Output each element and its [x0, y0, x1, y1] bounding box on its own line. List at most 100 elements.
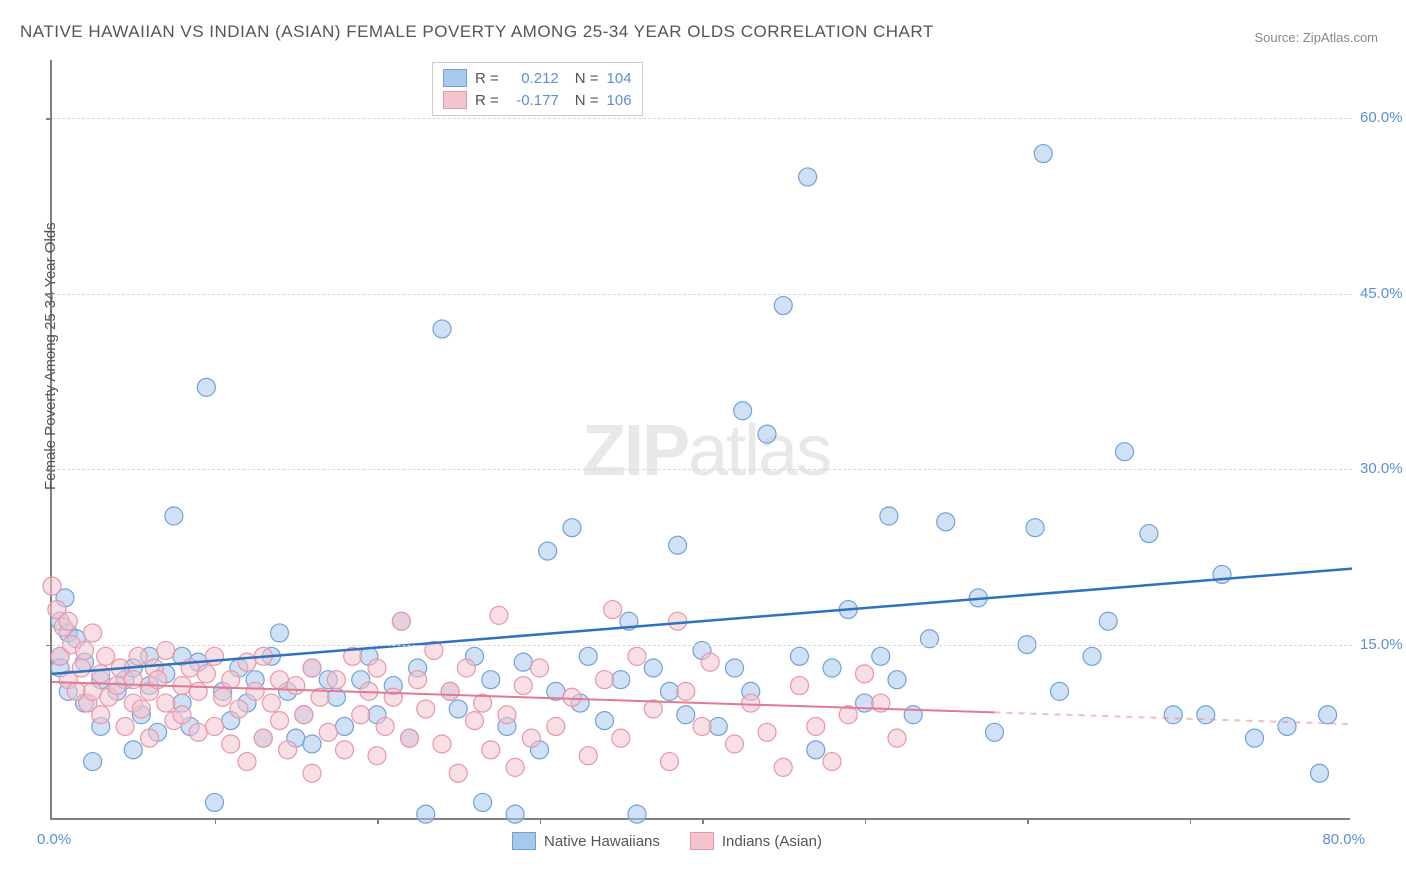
data-point: [628, 805, 646, 823]
data-point: [197, 665, 215, 683]
data-point: [124, 741, 142, 759]
data-point: [189, 723, 207, 741]
data-point: [129, 647, 147, 665]
data-point: [1034, 145, 1052, 163]
legend-swatch-icon: [512, 832, 536, 850]
data-point: [856, 665, 874, 683]
chart-svg: [52, 60, 1352, 820]
data-point: [59, 612, 77, 630]
data-point: [506, 805, 524, 823]
data-point: [173, 706, 191, 724]
data-point: [474, 793, 492, 811]
data-point: [271, 671, 289, 689]
data-point: [141, 729, 159, 747]
data-point: [165, 507, 183, 525]
x-tick-min: 0.0%: [37, 831, 71, 848]
data-point: [807, 717, 825, 735]
y-tick-mark: [46, 294, 52, 296]
x-tick-mark: [1190, 818, 1192, 824]
data-point: [92, 665, 110, 683]
x-tick-mark: [377, 818, 379, 824]
data-point: [872, 647, 890, 665]
data-point: [368, 747, 386, 765]
data-point: [295, 706, 313, 724]
data-point: [417, 700, 435, 718]
data-point: [433, 320, 451, 338]
data-point: [254, 729, 272, 747]
data-point: [726, 735, 744, 753]
grid-line: [52, 469, 1352, 470]
data-point: [132, 700, 150, 718]
data-point: [498, 706, 516, 724]
series-legend: Native Hawaiians Indians (Asian): [512, 832, 822, 850]
data-point: [1083, 647, 1101, 665]
data-point: [758, 723, 776, 741]
data-point: [206, 793, 224, 811]
data-point: [1051, 682, 1069, 700]
data-point: [222, 735, 240, 753]
data-point: [352, 706, 370, 724]
data-point: [774, 297, 792, 315]
legend-item-hawaiian: Native Hawaiians: [512, 832, 660, 850]
y-tick-label: 45.0%: [1360, 285, 1403, 302]
data-point: [271, 624, 289, 642]
data-point: [97, 647, 115, 665]
data-point: [116, 717, 134, 735]
data-point: [791, 647, 809, 665]
data-point: [482, 741, 500, 759]
data-point: [937, 513, 955, 531]
data-point: [43, 577, 61, 595]
data-point: [303, 764, 321, 782]
data-point: [888, 671, 906, 689]
grid-line: [52, 294, 1352, 295]
data-point: [1116, 443, 1134, 461]
data-point: [986, 723, 1004, 741]
x-tick-mark: [1027, 818, 1029, 824]
data-point: [734, 402, 752, 420]
data-point: [189, 682, 207, 700]
data-point: [628, 647, 646, 665]
data-point: [108, 677, 126, 695]
data-point: [661, 753, 679, 771]
grid-line: [52, 118, 1352, 119]
data-point: [319, 723, 337, 741]
data-point: [514, 653, 532, 671]
data-point: [222, 671, 240, 689]
data-point: [238, 753, 256, 771]
data-point: [1278, 717, 1296, 735]
data-point: [490, 606, 508, 624]
legend-item-indian: Indians (Asian): [690, 832, 822, 850]
data-point: [84, 682, 102, 700]
data-point: [579, 747, 597, 765]
data-point: [742, 694, 760, 712]
data-point: [539, 542, 557, 560]
data-point: [677, 706, 695, 724]
data-point: [661, 682, 679, 700]
x-tick-max: 80.0%: [1322, 831, 1365, 848]
data-point: [823, 659, 841, 677]
y-tick-label: 60.0%: [1360, 109, 1403, 126]
data-point: [758, 425, 776, 443]
data-point: [612, 729, 630, 747]
source-attribution: Source: ZipAtlas.com: [1254, 30, 1378, 45]
legend-label: Indians (Asian): [722, 833, 822, 850]
data-point: [904, 706, 922, 724]
data-point: [262, 694, 280, 712]
data-point: [392, 612, 410, 630]
data-point: [72, 659, 90, 677]
data-point: [157, 694, 175, 712]
data-point: [677, 682, 695, 700]
data-point: [336, 717, 354, 735]
data-point: [644, 659, 662, 677]
data-point: [214, 688, 232, 706]
data-point: [409, 671, 427, 689]
data-point: [449, 700, 467, 718]
data-point: [327, 671, 345, 689]
x-tick-mark: [702, 818, 704, 824]
data-point: [612, 671, 630, 689]
data-point: [384, 688, 402, 706]
data-point: [124, 671, 142, 689]
data-point: [531, 659, 549, 677]
data-point: [547, 717, 565, 735]
data-point: [84, 753, 102, 771]
